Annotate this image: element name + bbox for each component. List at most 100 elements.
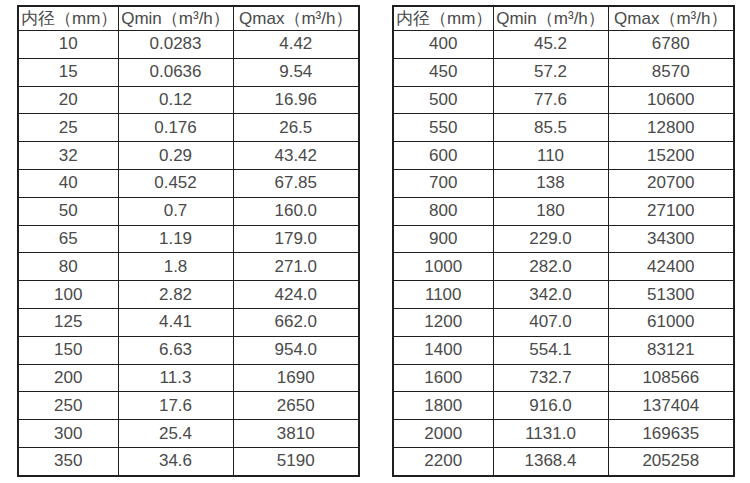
table-row: 400.45267.85 (18, 169, 359, 197)
table-cell: 1400 (393, 336, 493, 364)
table-cell: 83121 (608, 336, 734, 364)
table-row: 900229.034300 (393, 225, 734, 253)
table-cell: 65 (18, 225, 118, 253)
table-cell: 1.8 (118, 253, 233, 281)
table-cell: 3810 (233, 420, 359, 448)
table-cell: 2200 (393, 447, 493, 476)
table-cell: 17.6 (118, 392, 233, 420)
table-row: 55085.512800 (393, 114, 734, 142)
table-cell: 180 (493, 197, 608, 225)
table-cell: 42400 (608, 253, 734, 281)
table-row: 1100342.051300 (393, 281, 734, 309)
table-cell: 108566 (608, 364, 734, 392)
table-row: 801.8271.0 (18, 253, 359, 281)
table-cell: 0.452 (118, 169, 233, 197)
table-row: 35034.65190 (18, 447, 359, 476)
table-cell: 110 (493, 142, 608, 170)
table-cell: 424.0 (233, 281, 359, 309)
table-cell: 9.54 (233, 58, 359, 86)
header-row: 内径（mm） Qmin（m³/h） Qmax（m³/h） (18, 6, 359, 31)
table-row: 20011.31690 (18, 364, 359, 392)
table-cell: 169635 (608, 420, 734, 448)
table-row: 100.02834.42 (18, 31, 359, 59)
table-row: 320.2943.42 (18, 142, 359, 170)
table-cell: 1368.4 (493, 447, 608, 476)
table-cell: 32 (18, 142, 118, 170)
table-cell: 954.0 (233, 336, 359, 364)
table-cell: 350 (18, 447, 118, 476)
flow-table-large-diameters: 内径（mm） Qmin（m³/h） Qmax（m³/h） 40045.26780… (392, 5, 735, 477)
table-body: 40045.2678045057.2857050077.61060055085.… (393, 31, 734, 477)
table-header: 内径（mm） Qmin（m³/h） Qmax（m³/h） (18, 6, 359, 31)
table-cell: 125 (18, 308, 118, 336)
table-row: 1254.41662.0 (18, 308, 359, 336)
table-cell: 10600 (608, 86, 734, 114)
table-cell: 2650 (233, 392, 359, 420)
table-cell: 0.0636 (118, 58, 233, 86)
table-row: 1002.82424.0 (18, 281, 359, 309)
table-cell: 26.5 (233, 114, 359, 142)
table-cell: 1600 (393, 364, 493, 392)
table-cell: 61000 (608, 308, 734, 336)
table-cell: 10 (18, 31, 118, 59)
table-cell: 2.82 (118, 281, 233, 309)
table-cell: 45.2 (493, 31, 608, 59)
table-row: 80018027100 (393, 197, 734, 225)
table-cell: 0.29 (118, 142, 233, 170)
table-body: 100.02834.42150.06369.54200.1216.96250.1… (18, 31, 359, 477)
table-cell: 229.0 (493, 225, 608, 253)
table-header: 内径（mm） Qmin（m³/h） Qmax（m³/h） (393, 6, 734, 31)
table-row: 1506.63954.0 (18, 336, 359, 364)
table-row: 40045.26780 (393, 31, 734, 59)
table-cell: 300 (18, 420, 118, 448)
table-row: 22001368.4205258 (393, 447, 734, 476)
table-cell: 160.0 (233, 197, 359, 225)
table-row: 500.7160.0 (18, 197, 359, 225)
table-cell: 6780 (608, 31, 734, 59)
table-cell: 271.0 (233, 253, 359, 281)
table-row: 70013820700 (393, 169, 734, 197)
table-cell: 916.0 (493, 392, 608, 420)
table-cell: 150 (18, 336, 118, 364)
header-inner-diameter: 内径（mm） (18, 6, 118, 31)
header-qmin: Qmin（m³/h） (493, 6, 608, 31)
table-cell: 85.5 (493, 114, 608, 142)
table-cell: 100 (18, 281, 118, 309)
table-cell: 0.0283 (118, 31, 233, 59)
table-cell: 407.0 (493, 308, 608, 336)
table-cell: 0.7 (118, 197, 233, 225)
table-cell: 16.96 (233, 86, 359, 114)
table-cell: 1000 (393, 253, 493, 281)
table-cell: 34.6 (118, 447, 233, 476)
table-row: 651.19179.0 (18, 225, 359, 253)
table-cell: 27100 (608, 197, 734, 225)
table-cell: 25 (18, 114, 118, 142)
table-cell: 600 (393, 142, 493, 170)
table-cell: 11.3 (118, 364, 233, 392)
table-cell: 1690 (233, 364, 359, 392)
table-cell: 1200 (393, 308, 493, 336)
table-cell: 250 (18, 392, 118, 420)
table-cell: 137404 (608, 392, 734, 420)
table-cell: 34300 (608, 225, 734, 253)
table-row: 1400554.183121 (393, 336, 734, 364)
table-cell: 80 (18, 253, 118, 281)
header-qmax: Qmax（m³/h） (233, 6, 359, 31)
table-cell: 57.2 (493, 58, 608, 86)
table-row: 60011015200 (393, 142, 734, 170)
table-cell: 662.0 (233, 308, 359, 336)
table-cell: 12800 (608, 114, 734, 142)
table-cell: 732.7 (493, 364, 608, 392)
table-cell: 205258 (608, 447, 734, 476)
table-cell: 50 (18, 197, 118, 225)
table-cell: 15200 (608, 142, 734, 170)
table-row: 45057.28570 (393, 58, 734, 86)
table-cell: 15 (18, 58, 118, 86)
table-cell: 4.41 (118, 308, 233, 336)
table-cell: 282.0 (493, 253, 608, 281)
table-cell: 0.12 (118, 86, 233, 114)
table-cell: 77.6 (493, 86, 608, 114)
table-cell: 400 (393, 31, 493, 59)
table-cell: 51300 (608, 281, 734, 309)
table-cell: 450 (393, 58, 493, 86)
